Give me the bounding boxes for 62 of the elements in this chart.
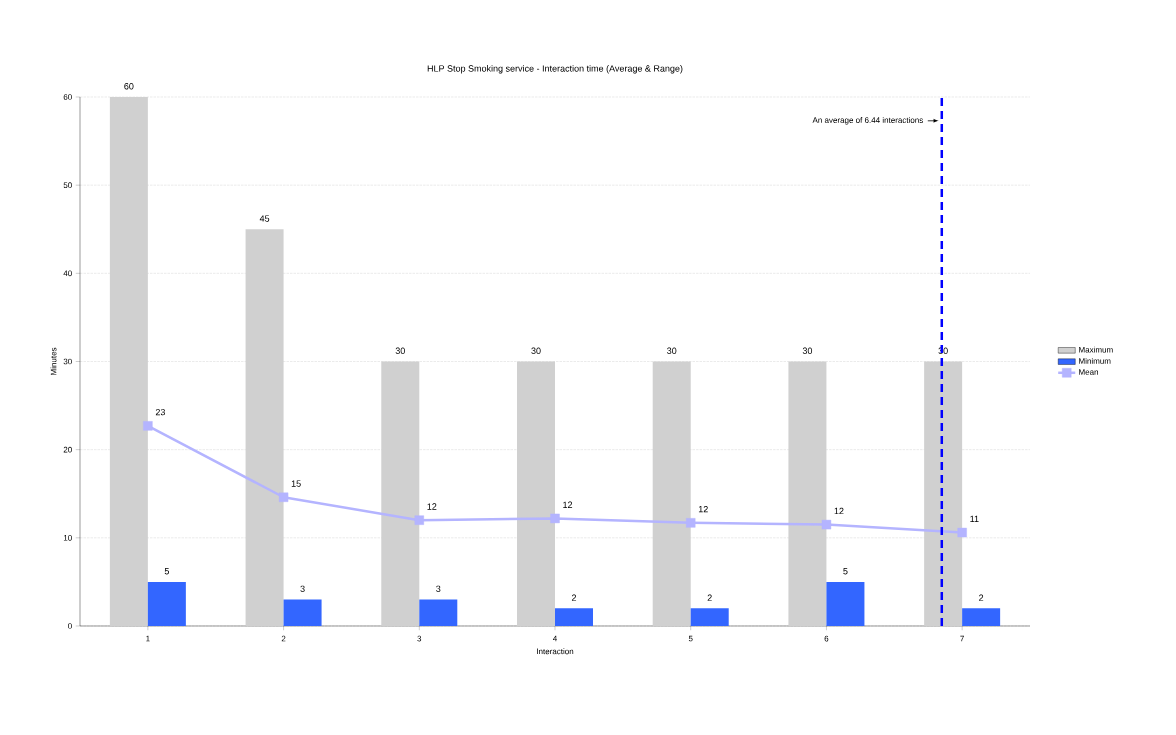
legend-label: Minimum: [1079, 357, 1111, 364]
x-tick-label: 4: [552, 635, 557, 642]
bar: [826, 581, 865, 626]
point: [143, 421, 153, 431]
point: [821, 519, 832, 530]
data-label: 12: [427, 503, 437, 510]
bar: [109, 96, 148, 626]
point: [957, 527, 967, 538]
x-tick-label: 5: [688, 635, 693, 642]
bar: [652, 361, 691, 626]
data-label: 30: [395, 347, 405, 354]
y-tick-label: 30: [63, 358, 72, 365]
data-label: 2: [707, 594, 712, 601]
data-label: 3: [436, 585, 441, 593]
point: [278, 492, 289, 502]
data-label: 3: [300, 585, 305, 593]
bar: [245, 229, 284, 626]
x-tick-label: 7: [960, 635, 964, 642]
data-label: 30: [531, 347, 541, 354]
data-label: 12: [834, 507, 844, 515]
point: [414, 515, 424, 525]
legend-label: Mean: [1079, 369, 1099, 375]
y-tick-label: 40: [63, 270, 72, 277]
bar: [147, 581, 186, 626]
chart-title: HLP Stop Smoking service - Interaction time (Average & Range): [427, 65, 683, 74]
bar: [381, 361, 420, 626]
point: [550, 513, 560, 524]
data-label: 45: [259, 215, 270, 222]
x-tick-label: 1: [146, 635, 150, 642]
y-tick-label: 20: [63, 446, 72, 453]
data-label: 12: [698, 506, 708, 513]
x-axis-title: Interaction: [537, 648, 574, 655]
data-label: 11: [970, 515, 979, 522]
bar: [517, 361, 555, 626]
data-label: 30: [667, 347, 677, 354]
x-tick-label: 3: [417, 635, 422, 642]
data-label: 30: [802, 347, 813, 354]
data-label: 5: [164, 568, 169, 575]
y-axis-title: Minutes: [50, 347, 57, 375]
bar: [962, 608, 1001, 626]
bar: [555, 608, 593, 626]
data-label: 23: [155, 408, 166, 416]
data-label: 5: [843, 568, 848, 575]
y-tick-label: 50: [63, 182, 72, 188]
bar: [419, 599, 458, 626]
data-label: 60: [124, 83, 134, 90]
bar: [690, 608, 729, 626]
bar: [924, 361, 963, 626]
legend-label: Maximum: [1079, 346, 1113, 353]
data-label: 12: [563, 501, 573, 508]
data-label: 2: [979, 594, 984, 601]
data-label: 2: [571, 594, 577, 601]
bar: [788, 361, 827, 626]
bar: [283, 599, 322, 626]
y-tick-label: 0: [68, 623, 72, 629]
x-tick-label: 6: [824, 635, 829, 642]
x-tick-label: 2: [281, 635, 286, 642]
ref-line-label: An average of 6.44 interactions: [812, 117, 923, 125]
y-tick-label: 10: [63, 534, 72, 541]
data-label: 15: [291, 480, 301, 487]
point: [686, 518, 696, 528]
y-tick-label: 60: [63, 94, 72, 100]
